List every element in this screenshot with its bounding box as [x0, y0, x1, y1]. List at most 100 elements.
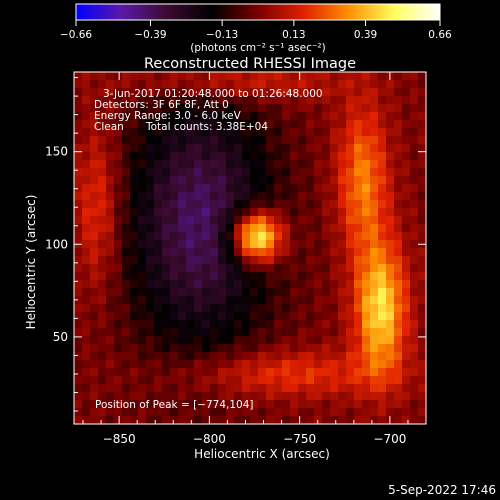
heatmap-cell — [386, 408, 395, 417]
heatmap-cell — [146, 88, 155, 97]
annotation-detectors: Detectors: 3F 6F 8F, Att 0 — [94, 99, 229, 111]
heatmap-cell — [74, 136, 83, 145]
heatmap-cell — [218, 88, 227, 97]
heatmap-cell — [274, 320, 283, 329]
heatmap-cell — [242, 248, 251, 257]
heatmap-cell — [370, 184, 379, 193]
heatmap-cell — [386, 232, 395, 241]
heatmap-cell — [258, 296, 267, 305]
heatmap-cell — [322, 304, 331, 313]
heatmap-cell — [370, 320, 379, 329]
heatmap-cell — [386, 344, 395, 353]
heatmap-cell — [178, 288, 187, 297]
heatmap-cell — [162, 248, 171, 257]
heatmap-cell — [314, 128, 323, 137]
heatmap-cell — [218, 176, 227, 185]
heatmap-cell — [162, 288, 171, 297]
heatmap-cell — [74, 160, 83, 169]
heatmap-cell — [90, 216, 99, 225]
heatmap-cell — [362, 168, 371, 177]
heatmap-cell — [114, 288, 123, 297]
heatmap-cell — [306, 368, 315, 377]
heatmap-cell — [346, 280, 355, 289]
heatmap-cell — [346, 408, 355, 417]
heatmap-cell — [410, 192, 419, 201]
heatmap-cell — [378, 240, 387, 249]
heatmap-cell — [226, 304, 235, 313]
heatmap-cell — [154, 144, 163, 153]
heatmap-cell — [138, 296, 147, 305]
heatmap-cell — [226, 416, 235, 425]
heatmap-cell — [402, 400, 411, 409]
heatmap-cell — [178, 208, 187, 217]
heatmap-cell — [234, 112, 243, 121]
heatmap-cell — [282, 120, 291, 129]
heatmap-cell — [250, 184, 259, 193]
heatmap-cell — [418, 96, 427, 105]
heatmap-cell — [346, 192, 355, 201]
heatmap-cell — [122, 232, 131, 241]
heatmap-cell — [106, 256, 115, 265]
heatmap-cell — [298, 328, 307, 337]
heatmap-cell — [218, 376, 227, 385]
heatmap-cell — [74, 416, 83, 425]
heatmap-cell — [138, 264, 147, 273]
heatmap-cell — [370, 344, 379, 353]
heatmap-cell — [122, 376, 131, 385]
heatmap-cell — [186, 304, 195, 313]
heatmap-cell — [258, 184, 267, 193]
heatmap-cell — [298, 408, 307, 417]
heatmap-cell — [186, 184, 195, 193]
heatmap-cell — [162, 80, 171, 89]
heatmap-cell — [146, 280, 155, 289]
heatmap-cell — [210, 344, 219, 353]
heatmap-cell — [170, 320, 179, 329]
heatmap-cell — [218, 344, 227, 353]
heatmap-cell — [234, 288, 243, 297]
heatmap-cell — [282, 240, 291, 249]
heatmap-cell — [114, 216, 123, 225]
heatmap-cell — [378, 128, 387, 137]
heatmap-cell — [194, 96, 203, 105]
heatmap-cell — [242, 88, 251, 97]
heatmap-cell — [130, 208, 139, 217]
heatmap-cell — [250, 128, 259, 137]
heatmap-cell — [154, 168, 163, 177]
heatmap-cell — [114, 240, 123, 249]
heatmap-cell — [90, 256, 99, 265]
heatmap-cell — [202, 280, 211, 289]
heatmap-cell — [378, 208, 387, 217]
heatmap-cell — [194, 248, 203, 257]
heatmap-cell — [154, 312, 163, 321]
heatmap-cell — [178, 368, 187, 377]
heatmap-cell — [386, 320, 395, 329]
heatmap-cell — [90, 336, 99, 345]
heatmap-cell — [346, 104, 355, 113]
heatmap-cell — [378, 256, 387, 265]
heatmap-cell — [362, 208, 371, 217]
heatmap-cell — [162, 96, 171, 105]
heatmap-cell — [346, 368, 355, 377]
heatmap-cell — [242, 144, 251, 153]
heatmap-cell — [362, 72, 371, 81]
heatmap-cell — [346, 152, 355, 161]
heatmap-cell — [258, 72, 267, 81]
heatmap-cell — [122, 296, 131, 305]
heatmap-cell — [402, 176, 411, 185]
heatmap-cell — [146, 248, 155, 257]
heatmap-cell — [82, 96, 91, 105]
heatmap-cell — [146, 144, 155, 153]
heatmap-cell — [106, 88, 115, 97]
heatmap-cell — [210, 400, 219, 409]
heatmap-cell — [402, 128, 411, 137]
heatmap-cell — [370, 272, 379, 281]
heatmap-cell — [386, 312, 395, 321]
heatmap-cell — [314, 72, 323, 81]
heatmap-cell — [74, 368, 83, 377]
heatmap-cell — [178, 408, 187, 417]
heatmap-cell — [162, 72, 171, 81]
heatmap-cell — [346, 384, 355, 393]
heatmap-cell — [138, 256, 147, 265]
heatmap-cell — [370, 96, 379, 105]
heatmap-cell — [210, 384, 219, 393]
